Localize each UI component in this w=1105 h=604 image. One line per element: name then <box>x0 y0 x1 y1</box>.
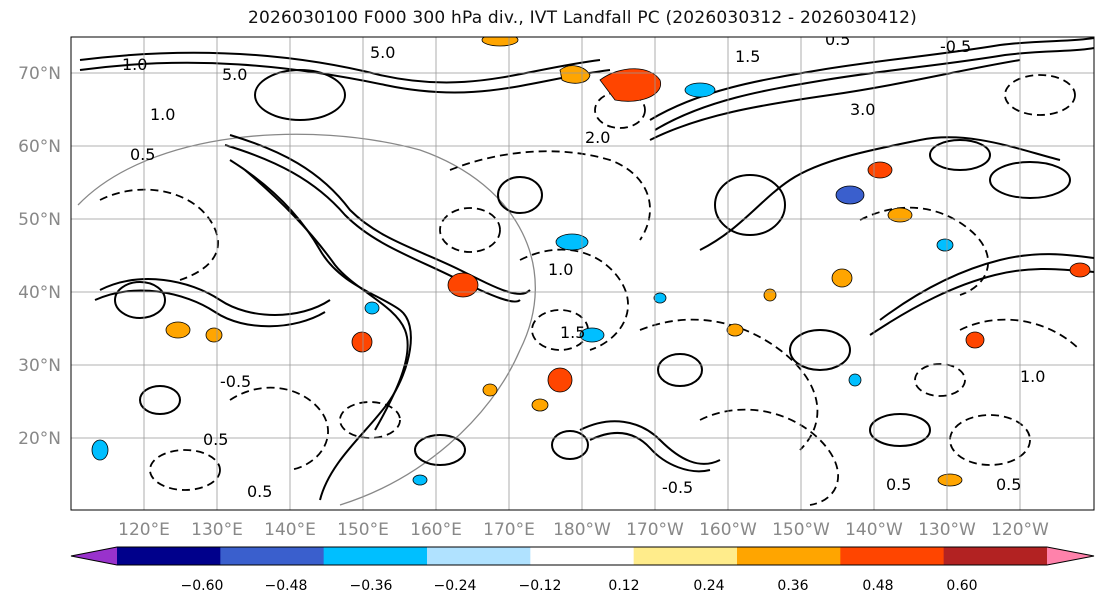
lon-label: 180°W <box>553 520 611 540</box>
contour-label: 1.0 <box>150 105 175 124</box>
colorbar-ticks: −0.60 −0.48 −0.36 −0.24 −0.12 0.12 0.24 … <box>181 578 978 594</box>
contour-label: 0.5 <box>130 145 155 164</box>
contour-label: 1.0 <box>548 260 573 279</box>
colorbar-tick-label: −0.36 <box>350 578 393 594</box>
colorbar-segment <box>633 547 738 565</box>
map-content: 5.0 1.0 5.0 1.0 0.5 2.0 1.5 0.5 3.0 1.0 … <box>71 30 1094 510</box>
colorbar-tick-label: −0.60 <box>181 578 224 594</box>
colorbar-segment <box>323 547 428 565</box>
lat-label: 50°N <box>18 210 61 230</box>
lon-label: 130°W <box>918 520 976 540</box>
contour-labels: 5.0 1.0 5.0 1.0 0.5 2.0 1.5 0.5 3.0 1.0 … <box>122 30 1045 501</box>
lon-label: 160°E <box>410 520 462 540</box>
lon-label: 170°W <box>626 520 684 540</box>
lon-label: 170°E <box>483 520 535 540</box>
solid-contours <box>79 37 1094 501</box>
colorbar-tick-label: 0.12 <box>608 578 639 594</box>
contour-label: 1.0 <box>122 55 147 74</box>
lon-label: 140°E <box>264 520 316 540</box>
contour-label: 1.5 <box>560 323 585 342</box>
lat-label: 20°N <box>18 429 61 449</box>
colorbar-tick-label: −0.48 <box>265 578 308 594</box>
colorbar-segment <box>117 547 221 565</box>
contour-label: 3.0 <box>850 100 875 119</box>
gridlines <box>71 37 1094 510</box>
lat-label: 60°N <box>18 137 61 157</box>
colorbar-segment <box>943 547 1048 565</box>
contour-label: 2.0 <box>585 128 610 147</box>
colorbar-tick-label: −0.24 <box>434 578 477 594</box>
contour-label: 1.0 <box>1020 367 1045 386</box>
lat-label: 40°N <box>18 283 61 303</box>
colorbar-outline <box>70 546 1095 566</box>
colorbar-segment <box>840 547 945 565</box>
lon-label: 150°W <box>772 520 830 540</box>
colorbar-tick-label: 0.24 <box>693 578 724 594</box>
contour-label: -0.5 <box>220 372 251 391</box>
map-plot-area <box>71 37 1094 510</box>
contour-label: 0.5 <box>825 30 850 49</box>
colorbar <box>70 546 1095 566</box>
contour-label: -0.5 <box>662 478 693 497</box>
colorbar-extend-max <box>1047 547 1094 565</box>
lon-label: 140°W <box>845 520 903 540</box>
lat-axis: 70°N 60°N 50°N 40°N 30°N 20°N <box>18 64 61 449</box>
colorbar-tick-label: −0.12 <box>519 578 562 594</box>
lon-label: 120°W <box>991 520 1049 540</box>
lat-label: 70°N <box>18 64 61 84</box>
map-title: 2026030100 F000 300 hPa div., IVT Landfa… <box>248 8 917 28</box>
contour-label: 5.0 <box>222 65 247 84</box>
colorbar-segment <box>427 547 531 565</box>
contour-label: 1.5 <box>735 47 760 66</box>
colorbar-segment <box>220 547 325 565</box>
contour-label: 0.5 <box>996 475 1021 494</box>
colorbar-tick-label: 0.36 <box>777 578 808 594</box>
lon-label: 120°E <box>118 520 170 540</box>
dashed-contours <box>99 74 1081 506</box>
colorbar-segment <box>530 547 635 565</box>
colorbar-tick-label: 0.60 <box>946 578 977 594</box>
colorbar-extend-min <box>71 547 117 565</box>
lon-label: 130°E <box>191 520 243 540</box>
map-border <box>70 36 1095 511</box>
contour-label: 0.5 <box>203 430 228 449</box>
colorbar-tick-label: 0.48 <box>862 578 893 594</box>
divergence-patches <box>91 37 1091 487</box>
contour-label: -0.5 <box>940 37 971 56</box>
lon-axis: 120°E 130°E 140°E 150°E 160°E 170°E 180°… <box>118 520 1049 540</box>
contour-label: 5.0 <box>370 43 395 62</box>
lat-label: 30°N <box>18 356 61 376</box>
colorbar-segment <box>737 547 841 565</box>
contour-label: 0.5 <box>247 482 272 501</box>
lon-label: 150°E <box>337 520 389 540</box>
lon-label: 160°W <box>699 520 757 540</box>
contour-label: 0.5 <box>886 475 911 494</box>
